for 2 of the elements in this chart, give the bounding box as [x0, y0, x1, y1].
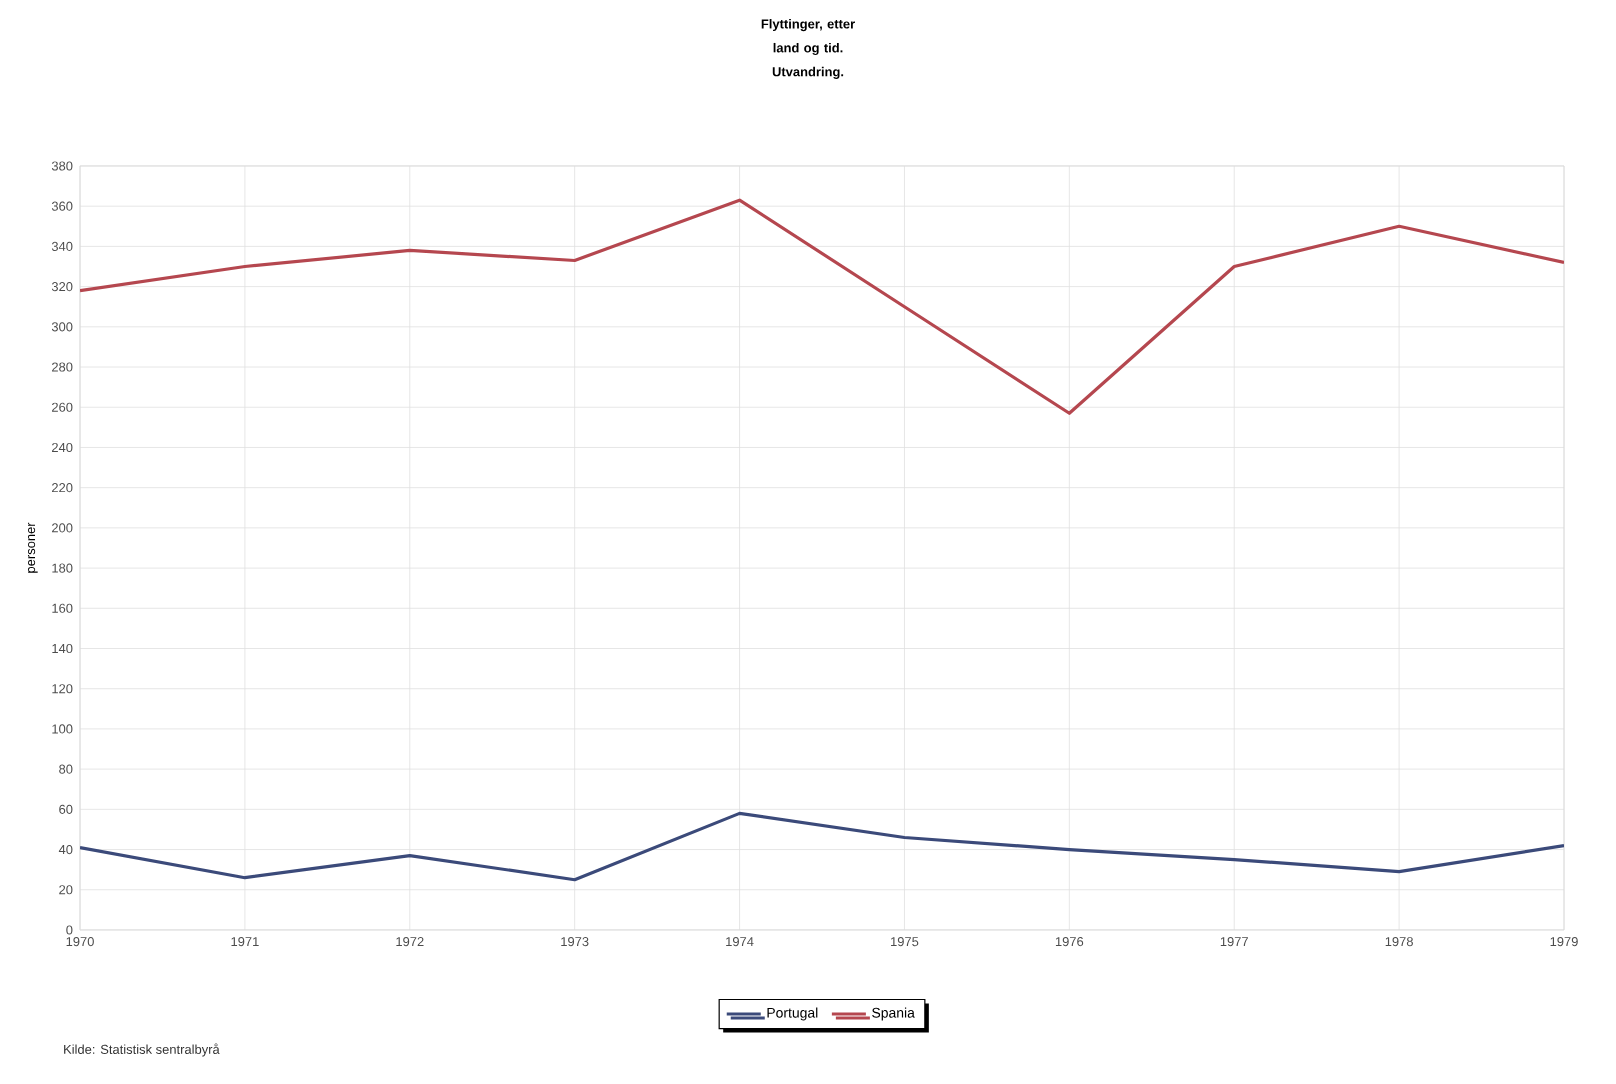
line-series — [80, 811, 1565, 882]
line-series — [80, 198, 1565, 415]
